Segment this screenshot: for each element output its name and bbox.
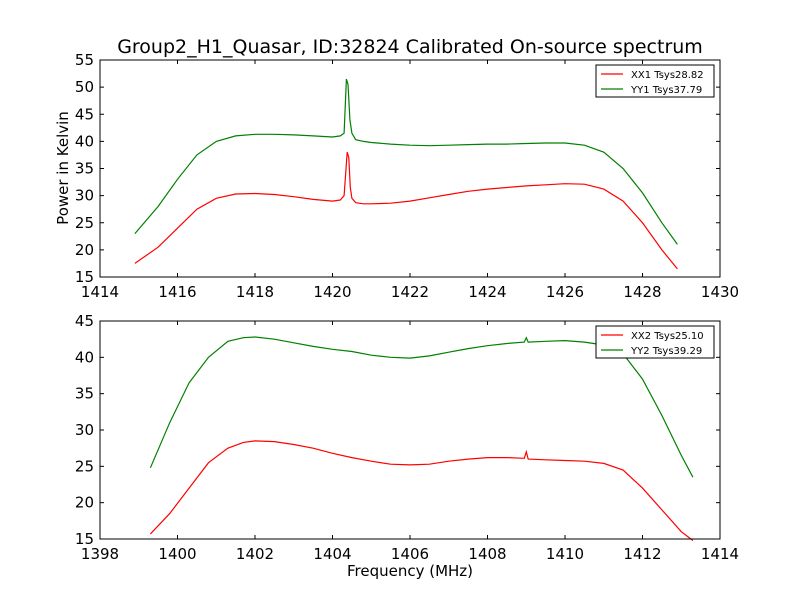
y-tick-label: 25 — [75, 457, 94, 475]
x-tick-label: 1406 — [391, 545, 429, 563]
y-tick-label: 15 — [75, 530, 94, 548]
y-tick-label: 25 — [75, 214, 94, 232]
x-tick-label: 1424 — [468, 283, 506, 301]
y-tick-label: 20 — [75, 241, 94, 259]
x-tick-label: 1412 — [623, 545, 661, 563]
x-tick-label: 1404 — [313, 545, 351, 563]
x-tick-label: 1410 — [546, 545, 584, 563]
chart-title: Group2_H1_Quasar, ID:32824 Calibrated On… — [117, 36, 703, 58]
y-tick-label: 45 — [75, 312, 94, 330]
series-line-2 — [134, 78, 678, 245]
legend-box — [595, 64, 715, 98]
x-tick-label: 1428 — [623, 283, 661, 301]
x-tick-label: 1416 — [158, 283, 196, 301]
y-tick-label: 20 — [75, 494, 94, 512]
plot-bottom: 1398 1400 1402 1404 1406 1408 1410 1412 1414 15 20… — [75, 312, 739, 563]
x-tick-label: 1418 — [236, 283, 274, 301]
y-tick-label: 50 — [75, 78, 94, 96]
y-tick-label: 35 — [75, 385, 94, 403]
y-tick-label: 40 — [75, 132, 94, 150]
y-tick-label: 40 — [75, 348, 94, 366]
x-tick-label: 1430 — [701, 283, 739, 301]
y-axis-label: Power in Kelvin — [54, 111, 72, 225]
series-line-1 — [149, 440, 694, 541]
legend-label: YY2 Tsys39.29 — [630, 346, 702, 357]
legend-label: YY1 Tsys37.79 — [630, 85, 702, 96]
y-tick-label: 35 — [75, 160, 94, 178]
y-tick-label: 30 — [75, 421, 94, 439]
legend-box — [595, 325, 715, 359]
x-tick-label: 1422 — [391, 283, 429, 301]
y-tick-label: 30 — [75, 187, 94, 205]
x-tick-label: 1420 — [313, 283, 351, 301]
series-line-1 — [134, 152, 678, 270]
y-tick-label: 55 — [75, 51, 94, 69]
x-tick-label: 1400 — [158, 545, 196, 563]
x-tick-label: 1398 — [81, 545, 119, 563]
legend-label: XX1 Tsys28.82 — [631, 70, 704, 81]
plot-top: 1414 1416 1418 1420 1422 1424 1426 1428 1430 15 20… — [75, 51, 739, 301]
x-tick-label: 1408 — [468, 545, 506, 563]
x-tick-label: 1402 — [236, 545, 274, 563]
y-tick-label: 15 — [75, 268, 94, 286]
x-axis-label: Frequency (MHz) — [347, 562, 473, 580]
legend-label: XX2 Tsys25.10 — [631, 331, 704, 342]
x-tick-label: 1414 — [81, 283, 119, 301]
y-tick-label: 45 — [75, 105, 94, 123]
x-tick-label: 1414 — [701, 545, 739, 563]
x-tick-label: 1426 — [546, 283, 584, 301]
